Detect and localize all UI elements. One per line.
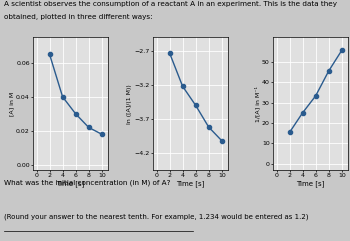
Text: obtained, plotted in three different ways:: obtained, plotted in three different way…: [4, 14, 152, 20]
Y-axis label: ln ([A]/(1 M)): ln ([A]/(1 M)): [127, 84, 132, 123]
Text: A scientist observes the consumption of a reactant A in an experiment. This is t: A scientist observes the consumption of …: [4, 1, 336, 7]
X-axis label: Time [s]: Time [s]: [176, 181, 205, 187]
Text: What was the initial concentration (in M) of A?: What was the initial concentration (in M…: [4, 180, 170, 186]
Text: (Round your answer to the nearest tenth. For example, 1.234 would be entered as : (Round your answer to the nearest tenth.…: [4, 213, 308, 220]
Y-axis label: 1/[A] in M⁻¹: 1/[A] in M⁻¹: [254, 86, 260, 122]
Y-axis label: [A] in M: [A] in M: [9, 92, 14, 116]
X-axis label: Time [s]: Time [s]: [296, 181, 325, 187]
X-axis label: Time [s]: Time [s]: [57, 181, 85, 187]
